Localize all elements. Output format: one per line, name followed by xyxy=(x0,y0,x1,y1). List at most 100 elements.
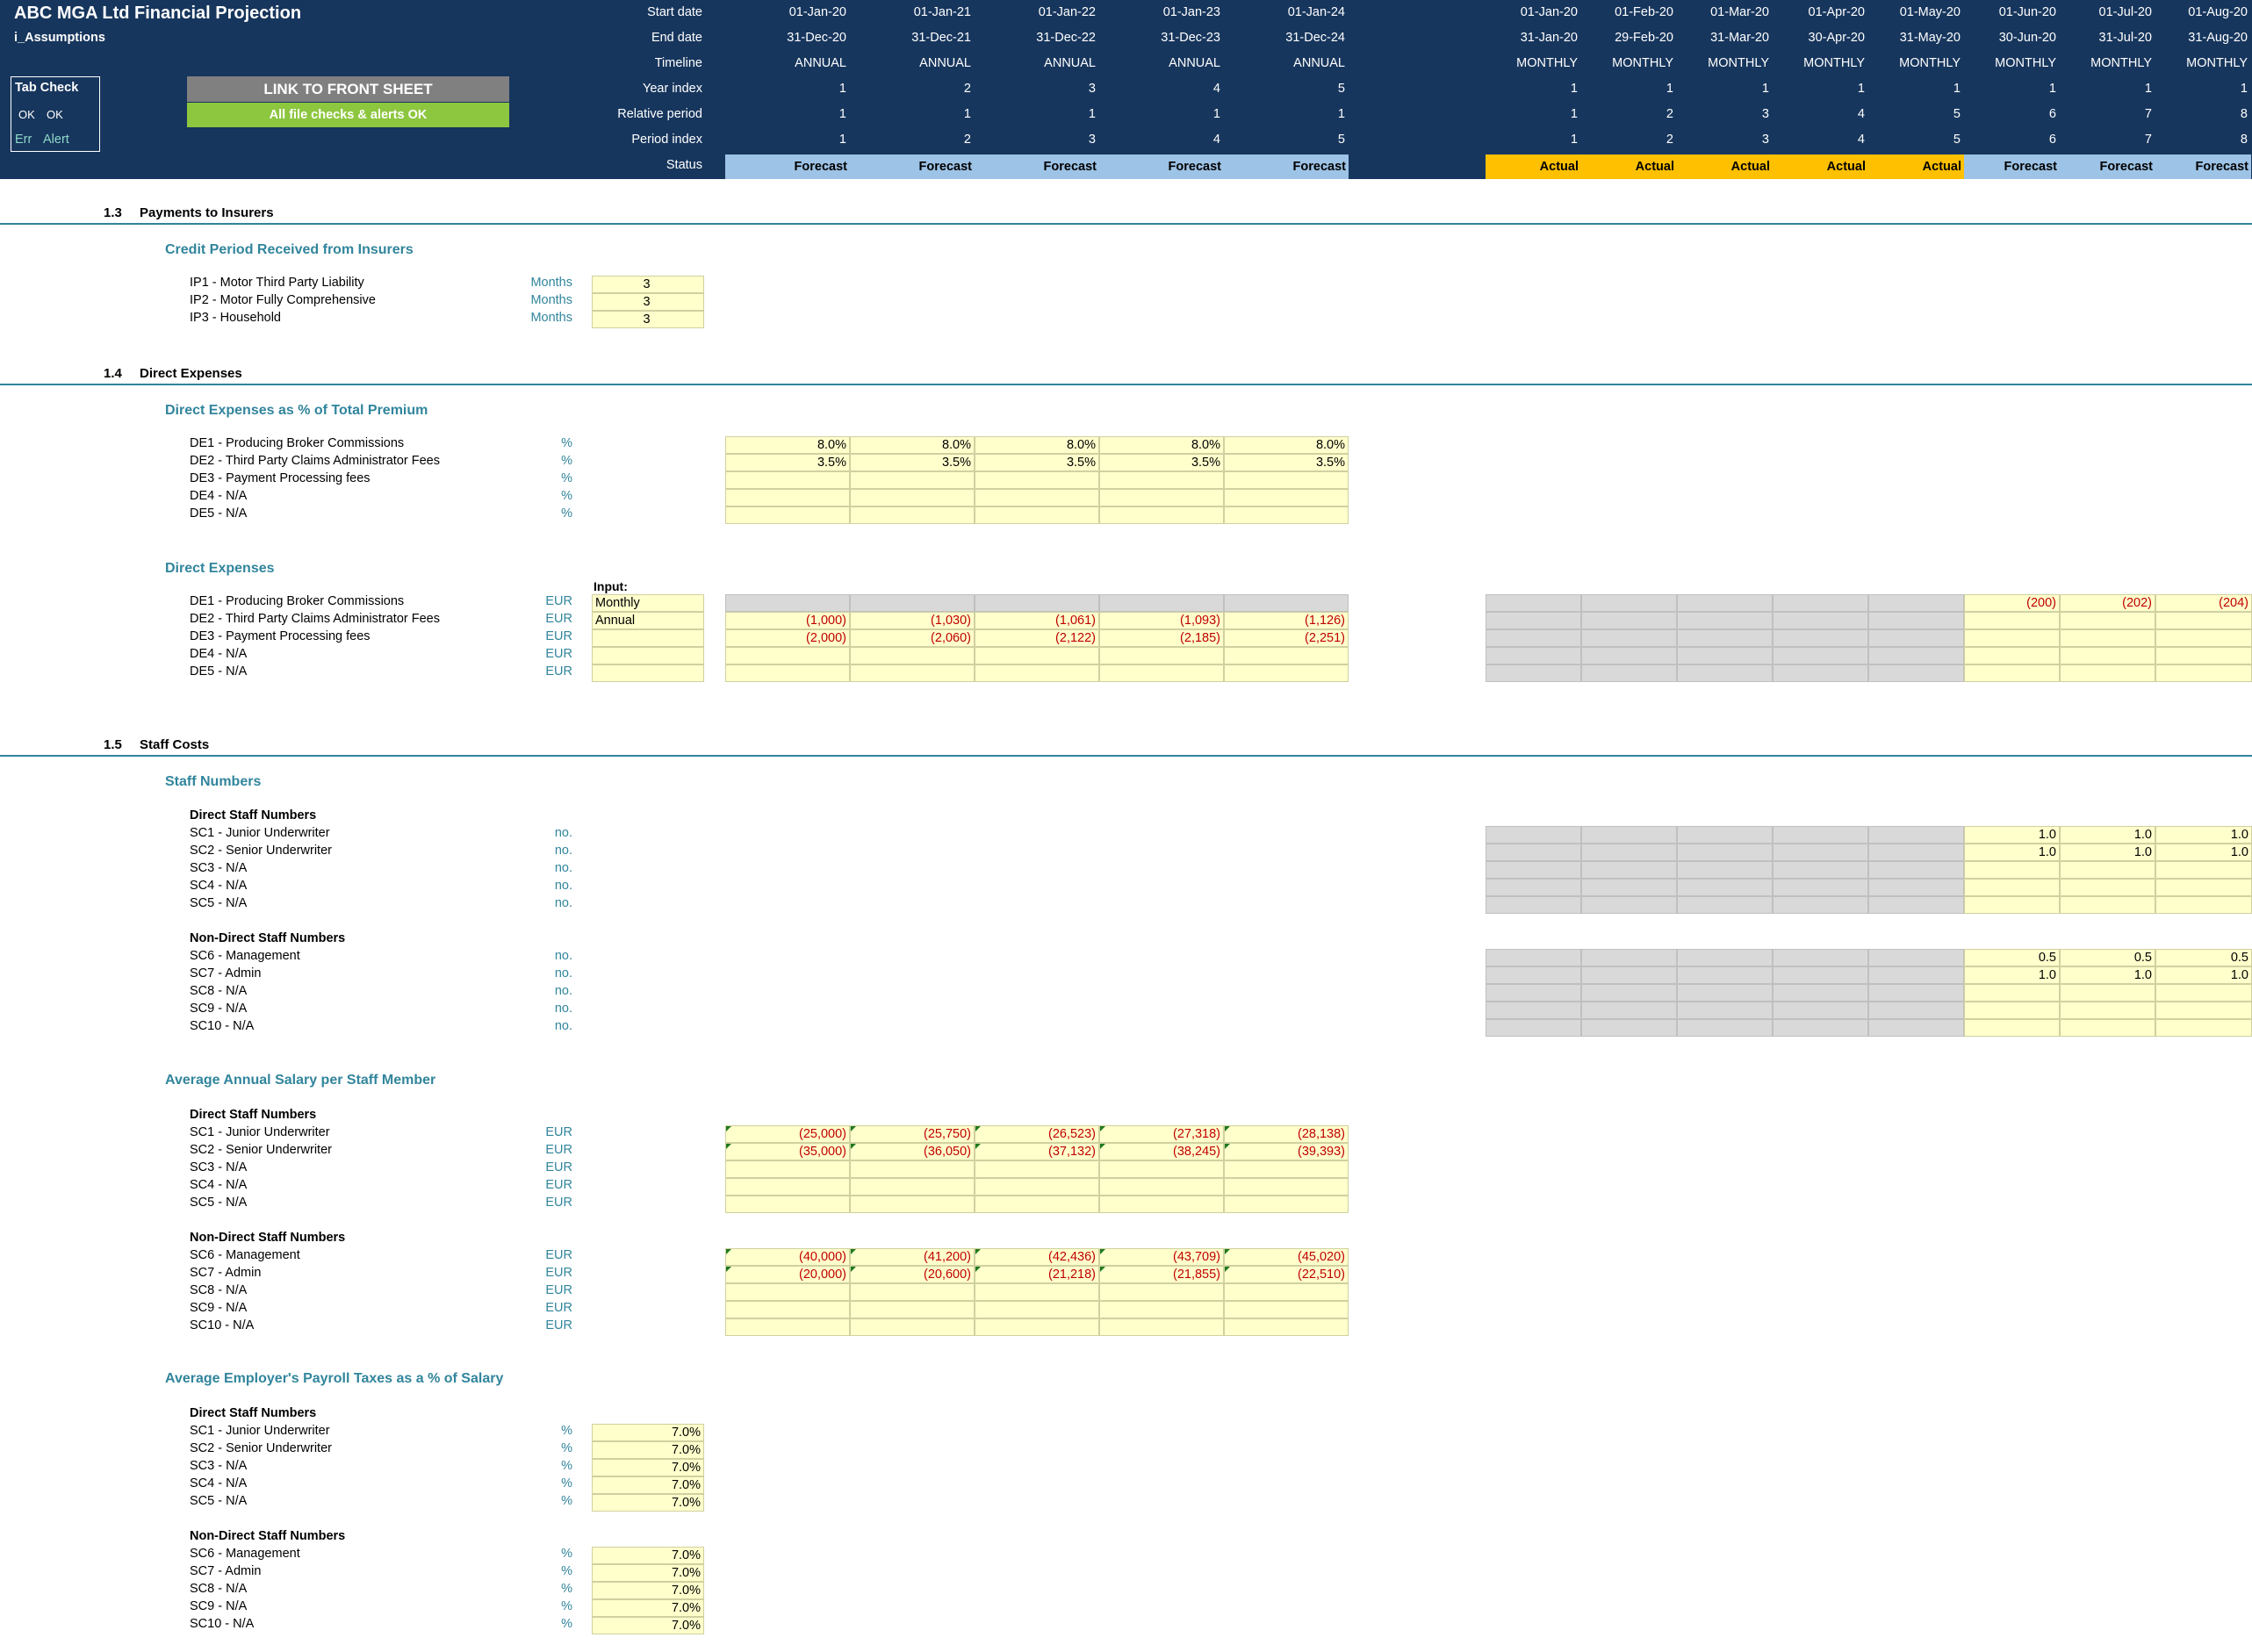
direct-expense-pct-row-5-annual-5[interactable] xyxy=(1224,506,1349,524)
salary-direct-row-5-annual-3[interactable] xyxy=(975,1196,1099,1213)
staff-number-direct-row-4-monthly-2[interactable] xyxy=(1581,879,1677,896)
salary-direct-row-4-annual-4[interactable] xyxy=(1099,1178,1224,1196)
direct-expense-eur-row-2-annual-2[interactable]: (1,030) xyxy=(850,612,975,629)
direct-expense-eur-row-3-monthly-4[interactable] xyxy=(1773,629,1868,647)
staff-number-direct-row-3-monthly-7[interactable] xyxy=(2060,861,2155,879)
direct-expense-pct-row-3-annual-1[interactable] xyxy=(725,471,850,489)
direct-expense-input-5[interactable] xyxy=(592,664,704,682)
salary-nondirect-row-2-annual-2[interactable]: (20,600) xyxy=(850,1266,975,1283)
staff-number-nondirect-row-2-monthly-2[interactable] xyxy=(1581,966,1677,984)
staff-number-nondirect-row-1-monthly-7[interactable]: 0.5 xyxy=(2060,949,2155,966)
staff-number-nondirect-row-4-monthly-1[interactable] xyxy=(1486,1002,1581,1019)
credit-period-input-3[interactable]: 3 xyxy=(592,311,704,328)
salary-direct-row-3-annual-3[interactable] xyxy=(975,1160,1099,1178)
direct-expense-pct-row-4-annual-2[interactable] xyxy=(850,489,975,506)
staff-number-nondirect-row-2-monthly-6[interactable]: 1.0 xyxy=(1964,966,2060,984)
salary-nondirect-row-3-annual-5[interactable] xyxy=(1224,1283,1349,1301)
direct-expense-eur-row-5-annual-2[interactable] xyxy=(850,664,975,682)
staff-number-nondirect-row-1-monthly-6[interactable]: 0.5 xyxy=(1964,949,2060,966)
salary-nondirect-row-2-annual-3[interactable]: (21,218) xyxy=(975,1266,1099,1283)
salary-direct-row-4-annual-1[interactable] xyxy=(725,1178,850,1196)
direct-expense-pct-row-2-annual-2[interactable]: 3.5% xyxy=(850,454,975,471)
direct-expense-eur-row-4-annual-1[interactable] xyxy=(725,647,850,664)
direct-expense-eur-row-2-monthly-1[interactable] xyxy=(1486,612,1581,629)
staff-number-direct-row-2-monthly-7[interactable]: 1.0 xyxy=(2060,844,2155,861)
staff-number-direct-row-5-monthly-6[interactable] xyxy=(1964,896,2060,914)
staff-number-nondirect-row-2-monthly-7[interactable]: 1.0 xyxy=(2060,966,2155,984)
staff-number-direct-row-1-monthly-8[interactable]: 1.0 xyxy=(2155,826,2252,844)
staff-number-nondirect-row-3-monthly-8[interactable] xyxy=(2155,984,2252,1002)
salary-direct-row-5-annual-2[interactable] xyxy=(850,1196,975,1213)
salary-nondirect-row-5-annual-5[interactable] xyxy=(1224,1318,1349,1336)
salary-direct-row-2-annual-4[interactable]: (38,245) xyxy=(1099,1143,1224,1160)
payroll-tax-nondirect-input-5[interactable]: 7.0% xyxy=(592,1617,704,1634)
salary-nondirect-row-3-annual-1[interactable] xyxy=(725,1283,850,1301)
salary-direct-row-2-annual-1[interactable]: (35,000) xyxy=(725,1143,850,1160)
staff-number-nondirect-row-1-monthly-3[interactable] xyxy=(1677,949,1773,966)
direct-expense-eur-row-1-monthly-5[interactable] xyxy=(1868,594,1964,612)
direct-expense-eur-row-5-monthly-8[interactable] xyxy=(2155,664,2252,682)
payroll-tax-direct-input-4[interactable]: 7.0% xyxy=(592,1476,704,1494)
salary-direct-row-3-annual-4[interactable] xyxy=(1099,1160,1224,1178)
staff-number-nondirect-row-4-monthly-8[interactable] xyxy=(2155,1002,2252,1019)
salary-direct-row-1-annual-1[interactable]: (25,000) xyxy=(725,1125,850,1143)
direct-expense-eur-row-1-monthly-1[interactable] xyxy=(1486,594,1581,612)
salary-direct-row-5-annual-4[interactable] xyxy=(1099,1196,1224,1213)
staff-number-direct-row-4-monthly-1[interactable] xyxy=(1486,879,1581,896)
direct-expense-eur-row-1-annual-4[interactable] xyxy=(1099,594,1224,612)
payroll-tax-nondirect-input-3[interactable]: 7.0% xyxy=(592,1582,704,1599)
direct-expense-eur-row-1-annual-5[interactable] xyxy=(1224,594,1349,612)
direct-expense-pct-row-3-annual-5[interactable] xyxy=(1224,471,1349,489)
direct-expense-eur-row-3-annual-4[interactable]: (2,185) xyxy=(1099,629,1224,647)
staff-number-nondirect-row-3-monthly-1[interactable] xyxy=(1486,984,1581,1002)
direct-expense-eur-row-4-annual-2[interactable] xyxy=(850,647,975,664)
salary-nondirect-row-1-annual-1[interactable]: (40,000) xyxy=(725,1248,850,1266)
direct-expense-eur-row-3-annual-5[interactable]: (2,251) xyxy=(1224,629,1349,647)
payroll-tax-direct-input-1[interactable]: 7.0% xyxy=(592,1424,704,1441)
direct-expense-eur-row-3-monthly-1[interactable] xyxy=(1486,629,1581,647)
salary-nondirect-row-5-annual-4[interactable] xyxy=(1099,1318,1224,1336)
direct-expense-pct-row-1-annual-3[interactable]: 8.0% xyxy=(975,436,1099,454)
salary-direct-row-5-annual-1[interactable] xyxy=(725,1196,850,1213)
direct-expense-eur-row-3-annual-1[interactable]: (2,000) xyxy=(725,629,850,647)
staff-number-direct-row-3-monthly-1[interactable] xyxy=(1486,861,1581,879)
direct-expense-input-2[interactable]: Annual xyxy=(592,612,704,629)
salary-direct-row-5-annual-5[interactable] xyxy=(1224,1196,1349,1213)
direct-expense-pct-row-4-annual-3[interactable] xyxy=(975,489,1099,506)
payroll-tax-nondirect-input-4[interactable]: 7.0% xyxy=(592,1599,704,1617)
salary-nondirect-row-2-annual-5[interactable]: (22,510) xyxy=(1224,1266,1349,1283)
staff-number-nondirect-row-4-monthly-5[interactable] xyxy=(1868,1002,1964,1019)
staff-number-nondirect-row-3-monthly-5[interactable] xyxy=(1868,984,1964,1002)
direct-expense-pct-row-1-annual-2[interactable]: 8.0% xyxy=(850,436,975,454)
direct-expense-pct-row-3-annual-3[interactable] xyxy=(975,471,1099,489)
direct-expense-pct-row-2-annual-5[interactable]: 3.5% xyxy=(1224,454,1349,471)
staff-number-direct-row-4-monthly-5[interactable] xyxy=(1868,879,1964,896)
direct-expense-eur-row-3-annual-3[interactable]: (2,122) xyxy=(975,629,1099,647)
direct-expense-eur-row-4-monthly-7[interactable] xyxy=(2060,647,2155,664)
direct-expense-pct-row-2-annual-3[interactable]: 3.5% xyxy=(975,454,1099,471)
direct-expense-eur-row-3-monthly-7[interactable] xyxy=(2060,629,2155,647)
direct-expense-eur-row-2-monthly-5[interactable] xyxy=(1868,612,1964,629)
direct-expense-eur-row-2-annual-4[interactable]: (1,093) xyxy=(1099,612,1224,629)
direct-expense-input-1[interactable]: Monthly xyxy=(592,594,704,612)
staff-number-direct-row-4-monthly-3[interactable] xyxy=(1677,879,1773,896)
direct-expense-eur-row-5-annual-4[interactable] xyxy=(1099,664,1224,682)
direct-expense-eur-row-2-monthly-8[interactable] xyxy=(2155,612,2252,629)
staff-number-direct-row-4-monthly-8[interactable] xyxy=(2155,879,2252,896)
direct-expense-eur-row-2-monthly-3[interactable] xyxy=(1677,612,1773,629)
salary-nondirect-row-1-annual-2[interactable]: (41,200) xyxy=(850,1248,975,1266)
staff-number-nondirect-row-2-monthly-1[interactable] xyxy=(1486,966,1581,984)
direct-expense-pct-row-3-annual-4[interactable] xyxy=(1099,471,1224,489)
payroll-tax-direct-input-3[interactable]: 7.0% xyxy=(592,1459,704,1476)
direct-expense-pct-row-1-annual-1[interactable]: 8.0% xyxy=(725,436,850,454)
direct-expense-eur-row-1-monthly-2[interactable] xyxy=(1581,594,1677,612)
staff-number-direct-row-1-monthly-4[interactable] xyxy=(1773,826,1868,844)
salary-direct-row-3-annual-5[interactable] xyxy=(1224,1160,1349,1178)
direct-expense-input-3[interactable] xyxy=(592,629,704,647)
staff-number-direct-row-4-monthly-6[interactable] xyxy=(1964,879,2060,896)
staff-number-nondirect-row-5-monthly-5[interactable] xyxy=(1868,1019,1964,1037)
staff-number-nondirect-row-5-monthly-3[interactable] xyxy=(1677,1019,1773,1037)
direct-expense-eur-row-3-monthly-2[interactable] xyxy=(1581,629,1677,647)
staff-number-direct-row-2-monthly-8[interactable]: 1.0 xyxy=(2155,844,2252,861)
direct-expense-eur-row-2-annual-1[interactable]: (1,000) xyxy=(725,612,850,629)
